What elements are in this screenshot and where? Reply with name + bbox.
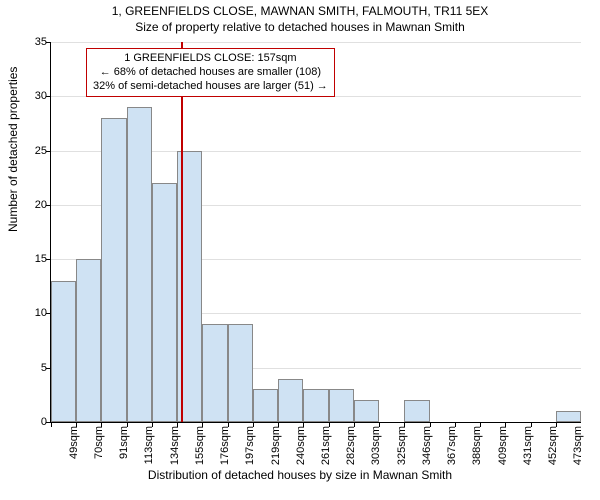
xtick-label: 176sqm [219, 426, 231, 465]
xtick-label: 134sqm [169, 426, 181, 465]
xtick-mark [556, 422, 557, 427]
title-address: 1, GREENFIELDS CLOSE, MAWNAN SMITH, FALM… [0, 4, 600, 20]
histogram-bar [556, 411, 581, 422]
histogram-bar [329, 389, 354, 422]
callout-line2: ← 68% of detached houses are smaller (10… [93, 66, 328, 80]
xtick-mark [101, 422, 102, 427]
xtick-mark [480, 422, 481, 427]
xtick-label: 473sqm [572, 426, 584, 465]
ytick-label: 15 [7, 253, 47, 265]
xtick-mark [430, 422, 431, 427]
xtick-mark [76, 422, 77, 427]
ytick-label: 5 [7, 362, 47, 374]
xtick-label: 367sqm [446, 426, 458, 465]
xtick-mark [127, 422, 128, 427]
histogram-bar [253, 389, 278, 422]
xtick-label: 388sqm [471, 426, 483, 465]
plot-area: 0510152025303549sqm70sqm91sqm113sqm134sq… [50, 42, 581, 423]
ytick-label: 30 [7, 90, 47, 102]
histogram-bar [202, 324, 227, 422]
xtick-label: 91sqm [118, 426, 130, 459]
title-subtitle: Size of property relative to detached ho… [0, 20, 600, 36]
xtick-mark [51, 422, 52, 427]
xtick-mark [253, 422, 254, 427]
callout-line3: 32% of semi-detached houses are larger (… [93, 80, 328, 94]
xtick-label: 113sqm [143, 426, 155, 464]
ytick-label: 35 [7, 36, 47, 48]
xtick-label: 325sqm [396, 426, 408, 465]
xtick-mark [329, 422, 330, 427]
xtick-mark [202, 422, 203, 427]
xtick-mark [404, 422, 405, 427]
histogram-bar [303, 389, 328, 422]
ytick-label: 20 [7, 199, 47, 211]
x-axis-label: Distribution of detached houses by size … [0, 468, 600, 482]
histogram-bar [51, 281, 76, 422]
xtick-mark [228, 422, 229, 427]
xtick-mark [278, 422, 279, 427]
histogram-bar [354, 400, 379, 422]
xtick-label: 49sqm [68, 426, 80, 459]
callout-line1: 1 GREENFIELDS CLOSE: 157sqm [93, 52, 328, 66]
histogram-bar [228, 324, 253, 422]
ytick-label: 25 [7, 145, 47, 157]
xtick-mark [505, 422, 506, 427]
xtick-label: 261sqm [320, 426, 332, 465]
xtick-label: 240sqm [295, 426, 307, 465]
histogram-bar [76, 259, 101, 422]
histogram-bar [101, 118, 126, 422]
xtick-mark [354, 422, 355, 427]
xtick-mark [379, 422, 380, 427]
xtick-label: 282sqm [345, 426, 357, 465]
xtick-label: 431sqm [522, 426, 534, 465]
callout-box: 1 GREENFIELDS CLOSE: 157sqm← 68% of deta… [86, 48, 335, 97]
xtick-mark [303, 422, 304, 427]
xtick-mark [152, 422, 153, 427]
xtick-label: 409sqm [497, 426, 509, 465]
xtick-label: 452sqm [547, 426, 559, 465]
histogram-bar [404, 400, 429, 422]
ytick-label: 10 [7, 307, 47, 319]
reference-line [181, 42, 183, 422]
histogram-bar [127, 107, 152, 422]
gridline [51, 42, 581, 43]
xtick-label: 155sqm [194, 426, 206, 465]
xtick-mark [531, 422, 532, 427]
ytick-label: 0 [7, 416, 47, 428]
histogram-bar [278, 379, 303, 422]
chart: 0510152025303549sqm70sqm91sqm113sqm134sq… [50, 42, 580, 422]
xtick-label: 70sqm [93, 426, 105, 459]
xtick-label: 303sqm [370, 426, 382, 465]
title-block: 1, GREENFIELDS CLOSE, MAWNAN SMITH, FALM… [0, 0, 600, 35]
xtick-label: 219sqm [270, 426, 282, 465]
xtick-label: 197sqm [244, 426, 256, 465]
histogram-bar [152, 183, 177, 422]
xtick-label: 346sqm [421, 426, 433, 465]
xtick-mark [177, 422, 178, 427]
xtick-mark [455, 422, 456, 427]
